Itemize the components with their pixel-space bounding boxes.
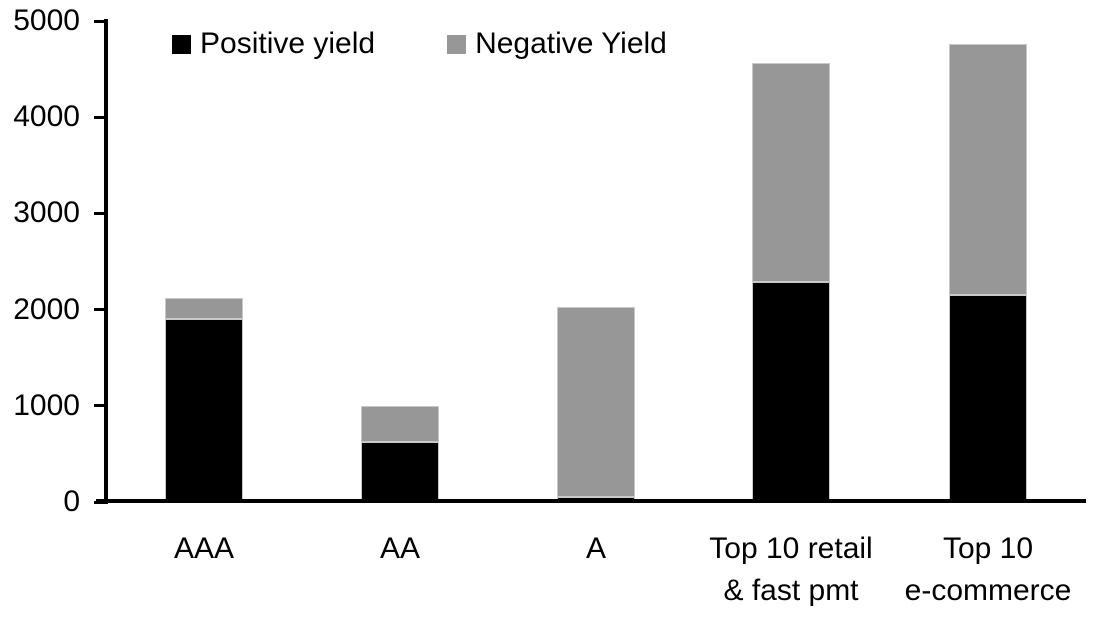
x-axis-category-label-top-10-retail: Top 10 retail & fast pmt	[709, 532, 873, 607]
legend-item-negative-yield: Negative Yield	[447, 27, 667, 61]
y-axis-tick-1000	[94, 404, 108, 408]
y-axis-tick-label-1000: 1000	[13, 388, 80, 422]
legend-swatch-negative-icon	[447, 34, 467, 54]
y-axis-tick-5000	[94, 19, 108, 23]
bar-segment-negative-aaa	[165, 298, 243, 320]
y-axis-tick-label-0: 0	[63, 485, 80, 518]
legend-item-positive-yield: Positive yield	[172, 27, 375, 61]
y-axis-line	[104, 19, 108, 503]
x-axis-line	[96, 499, 1086, 503]
y-axis-tick-3000	[94, 211, 108, 215]
bar-segment-negative-aa	[361, 405, 439, 443]
legend-label-negative: Negative Yield	[475, 27, 667, 60]
y-axis-tick-label-4000: 4000	[13, 100, 80, 134]
chart-legend: Positive yield Negative Yield	[172, 27, 667, 61]
bar-segment-negative-top-10	[949, 44, 1027, 296]
y-axis-tick-0	[94, 500, 108, 504]
x-axis-category-label-top-10: Top 10 e-commerce	[904, 532, 1072, 607]
bar-segment-positive-top-10	[949, 295, 1027, 502]
y-axis-tick-4000	[94, 115, 108, 119]
y-axis-tick-label-3000: 3000	[13, 196, 80, 230]
bar-segment-negative-top-10-retail	[752, 63, 830, 282]
legend-label-positive: Positive yield	[200, 27, 376, 60]
x-axis-category-label-a: A	[585, 532, 606, 565]
bar-segment-negative-a	[557, 306, 635, 498]
x-axis-category-label-aaa: AAA	[173, 532, 235, 565]
bar-segment-positive-aaa	[165, 319, 243, 502]
legend-swatch-positive-icon	[172, 34, 191, 54]
bar-segment-positive-top-10-retail	[752, 281, 830, 502]
y-axis-tick-label-2000: 2000	[13, 292, 80, 326]
bar-segment-positive-aa	[361, 442, 439, 502]
x-axis-category-label-aa: AA	[379, 532, 421, 565]
y-axis-tick-label-5000: 5000	[13, 4, 80, 37]
y-axis-tick-2000	[94, 308, 108, 312]
